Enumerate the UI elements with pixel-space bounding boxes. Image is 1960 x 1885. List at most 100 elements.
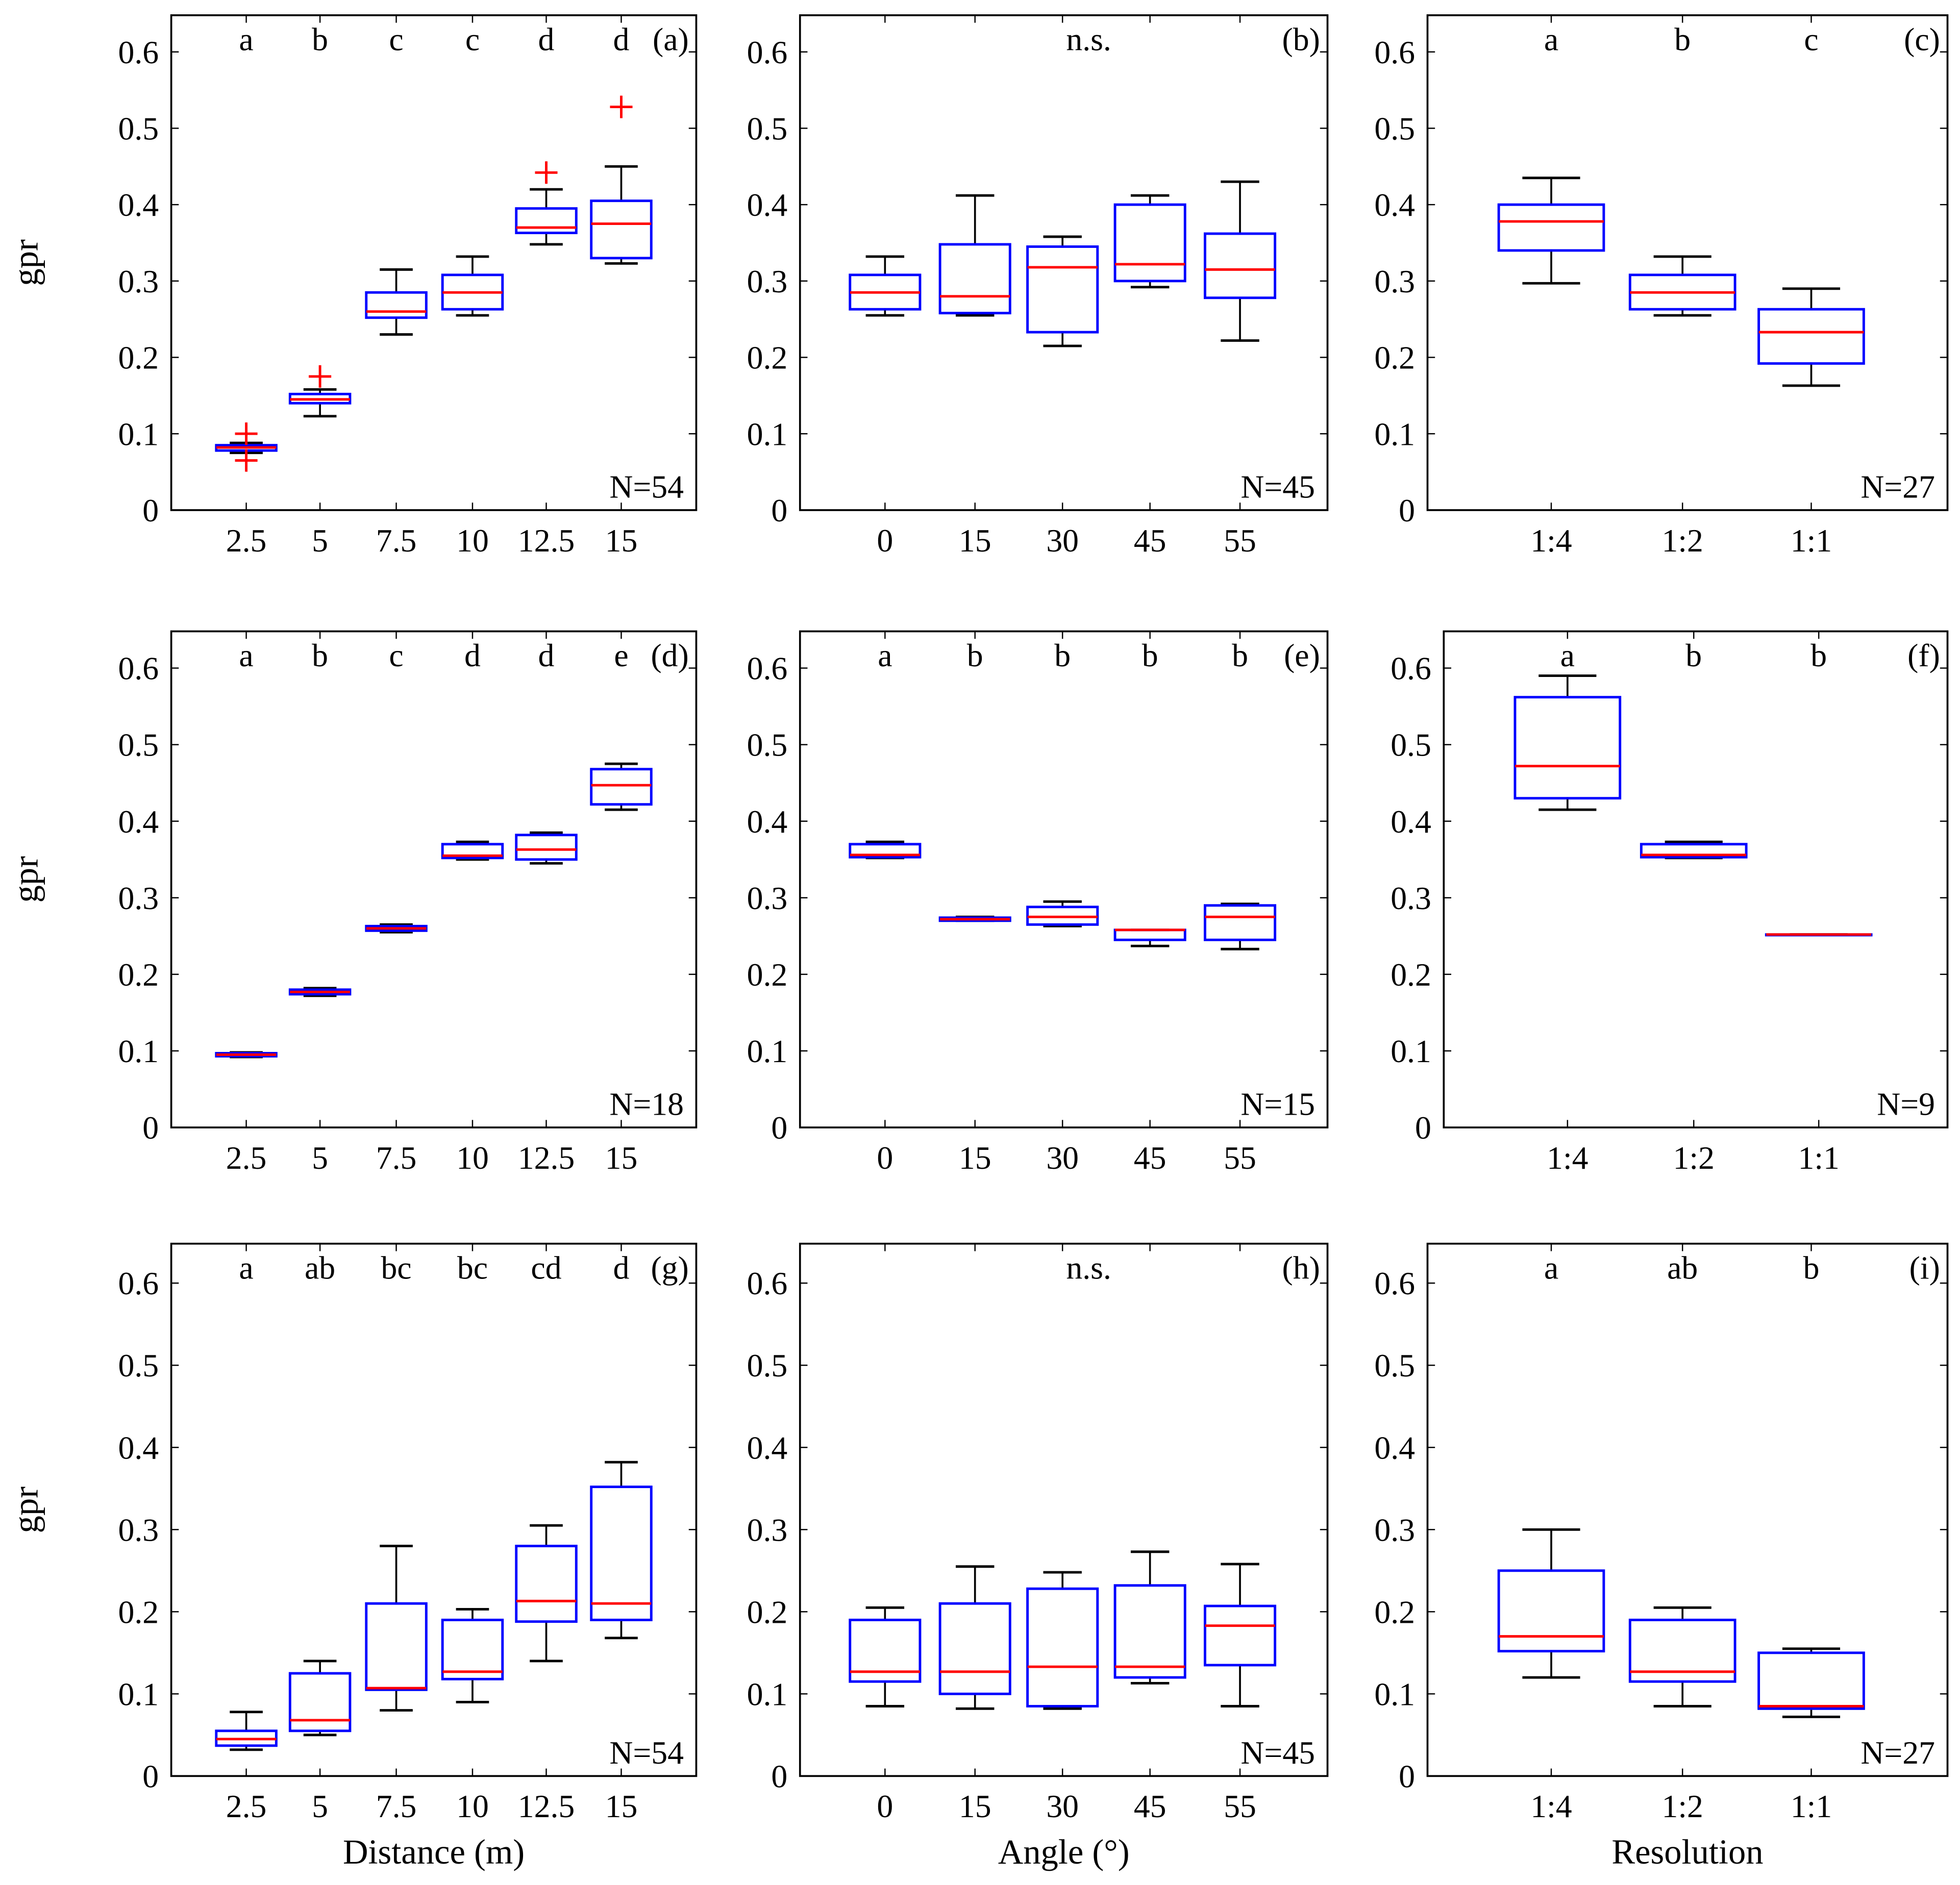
x-tick-label: 1:2: [1673, 1140, 1715, 1176]
panel-b: 0 0.1 0.2 0.3 0.4 0.5 0.6 0 15 30 45 55 n.s. (b) N=45: [747, 14, 1329, 559]
y-tick-label: 0.1: [1374, 1676, 1415, 1712]
x-tick-label: 30: [1046, 522, 1079, 559]
y-tick-label: 0.4: [1374, 1429, 1415, 1466]
box-1:4: [1497, 177, 1605, 285]
significance-letter: b: [1232, 637, 1248, 673]
box-1:1: [1757, 1647, 1865, 1718]
y-tick-label: 0.3: [118, 880, 159, 916]
y-tick-label: 0.6: [118, 650, 159, 687]
significance-label: n.s.: [1066, 1249, 1111, 1286]
iqr-box: [849, 843, 922, 859]
significance-letter: ab: [305, 1249, 335, 1286]
y-tick-label: 0.4: [747, 187, 788, 223]
box-0: [849, 255, 922, 317]
plot-frame: [799, 1243, 1329, 1777]
x-tick-label: 1:4: [1530, 522, 1572, 559]
panel-a: 0 0.1 0.2 0.3 0.4 0.5 0.6 2.5 a 5 b 7.5 c 10 c 12.5 d 15 d…: [6, 14, 698, 559]
significance-letter: d: [538, 637, 555, 673]
significance-letter: b: [1810, 637, 1827, 673]
y-axis-label: gpr: [6, 239, 45, 286]
significance-letter: e: [614, 637, 628, 673]
panel-d: 0 0.1 0.2 0.3 0.4 0.5 0.6 2.5 a 5 b 7.5 c 10 d 12.5 d 15 e…: [6, 630, 698, 1176]
iqr-box: [515, 834, 578, 861]
y-tick-label: 0: [142, 1110, 159, 1146]
y-tick-label: 0.4: [747, 803, 788, 840]
iqr-box: [590, 199, 653, 260]
iqr-box: [1757, 308, 1865, 365]
box-1:2: [1628, 1606, 1736, 1707]
x-tick-label: 55: [1224, 1788, 1256, 1824]
y-tick-label: 0.2: [747, 340, 788, 376]
significance-letter: a: [239, 637, 253, 673]
outlier-marker: [235, 449, 258, 472]
x-tick-label: 10: [456, 522, 489, 559]
y-tick-label: 0.5: [747, 1347, 788, 1384]
x-tick-label: 55: [1224, 522, 1256, 559]
y-tick-label: 0.2: [118, 1594, 159, 1630]
box-5: [288, 365, 352, 418]
x-tick-label: 12.5: [518, 522, 575, 559]
sample-size-label: N=54: [609, 468, 684, 505]
x-tick-label: 1:1: [1791, 522, 1832, 559]
significance-letter: b: [967, 637, 983, 673]
y-tick-label: 0.6: [1391, 650, 1431, 687]
box-45: [1113, 194, 1186, 289]
iqr-box: [1757, 1651, 1865, 1710]
y-tick-label: 0.5: [1374, 1347, 1415, 1384]
x-tick-label: 1:2: [1661, 522, 1703, 559]
y-tick-label: 0.3: [747, 263, 788, 299]
y-tick-label: 0.1: [118, 1676, 159, 1712]
significance-letter: d: [538, 21, 555, 57]
y-tick-label: 0.1: [1391, 1033, 1431, 1069]
box-1:4: [1497, 1528, 1605, 1679]
y-tick-label: 0.2: [747, 957, 788, 993]
box-0: [849, 840, 922, 860]
x-tick-label: 0: [877, 1140, 893, 1176]
significance-letter: a: [1544, 21, 1558, 57]
significance-letter: d: [613, 21, 630, 57]
y-tick-label: 0: [142, 1758, 159, 1794]
y-tick-label: 0.5: [747, 727, 788, 763]
box-2.5: [215, 1711, 278, 1751]
box-5: [288, 987, 352, 997]
y-tick-label: 0.5: [1374, 110, 1415, 146]
significance-letter: bc: [381, 1249, 411, 1286]
plot-frame: [799, 14, 1329, 511]
y-tick-label: 0.2: [1391, 957, 1431, 993]
box-1:1: [1757, 287, 1865, 387]
y-tick-label: 0.6: [1374, 34, 1415, 70]
panel-label: (a): [653, 21, 689, 57]
iqr-box: [1628, 1618, 1736, 1683]
y-tick-label: 0.6: [747, 650, 788, 687]
iqr-box: [1113, 1584, 1186, 1679]
box-0: [849, 1606, 922, 1707]
x-axis-label: Distance (m): [343, 1832, 525, 1871]
y-tick-label: 0.3: [1374, 263, 1415, 299]
plot-frame: [1443, 630, 1949, 1128]
box-12.5: [515, 161, 578, 246]
y-tick-label: 0.5: [747, 110, 788, 146]
significance-letter: c: [465, 21, 480, 57]
x-tick-label: 15: [959, 1788, 991, 1824]
y-tick-label: 0: [771, 1110, 787, 1146]
plot-frame: [1426, 1243, 1949, 1777]
panel-i: 0 0.1 0.2 0.3 0.4 0.5 0.6 1:4 a 1:2 ab 1:1 b (i) N=27 R…: [1374, 1243, 1949, 1871]
y-tick-label: 0.6: [118, 34, 159, 70]
x-tick-label: 12.5: [518, 1140, 575, 1176]
outlier-marker: [309, 365, 332, 388]
box-30: [1026, 235, 1099, 347]
y-tick-label: 0.5: [118, 1347, 159, 1384]
box-7.5: [365, 923, 428, 934]
y-tick-label: 0: [771, 1758, 787, 1794]
iqr-box: [1640, 843, 1748, 859]
y-tick-label: 0.1: [747, 1676, 788, 1712]
significance-letter: d: [464, 637, 481, 673]
x-tick-label: 1:1: [1791, 1788, 1832, 1824]
plot-frame: [170, 1243, 698, 1777]
x-tick-label: 45: [1134, 1140, 1167, 1176]
box-15: [938, 915, 1011, 922]
y-tick-label: 0.1: [118, 416, 159, 452]
iqr-box: [1497, 203, 1605, 252]
sample-size-label: N=27: [1860, 468, 1935, 505]
y-tick-label: 0.1: [118, 1033, 159, 1069]
